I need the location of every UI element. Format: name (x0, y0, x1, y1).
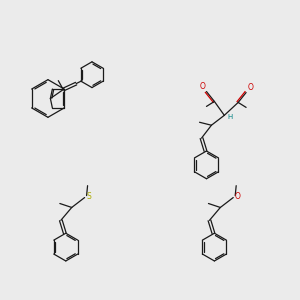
Text: H: H (228, 114, 233, 120)
Text: O: O (247, 83, 253, 92)
Text: S: S (86, 192, 91, 201)
Text: O: O (234, 192, 240, 201)
Text: O: O (200, 82, 206, 91)
